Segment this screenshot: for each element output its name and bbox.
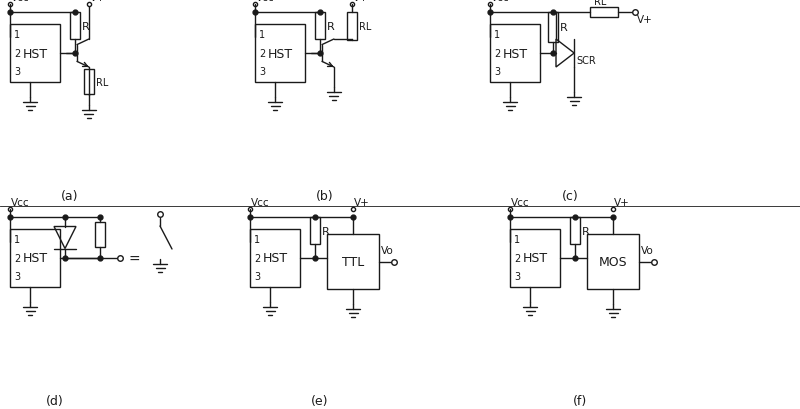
Text: Vcc: Vcc xyxy=(511,198,530,207)
Text: (c): (c) xyxy=(562,189,578,202)
Bar xyxy=(95,222,105,247)
Bar xyxy=(587,234,639,289)
Text: (d): (d) xyxy=(46,394,64,407)
Text: HST: HST xyxy=(22,47,47,61)
Bar xyxy=(548,13,558,43)
Text: HST: HST xyxy=(502,47,527,61)
Text: R: R xyxy=(560,23,568,33)
Text: MOS: MOS xyxy=(598,255,627,268)
Bar xyxy=(570,218,580,245)
Bar xyxy=(590,8,618,18)
Text: V+: V+ xyxy=(614,198,630,207)
Text: 2: 2 xyxy=(254,254,260,263)
Text: 2: 2 xyxy=(14,254,20,263)
Text: 3: 3 xyxy=(254,271,260,281)
Text: R: R xyxy=(582,227,590,236)
Bar xyxy=(10,25,60,83)
Text: 2: 2 xyxy=(494,49,500,59)
Text: 2: 2 xyxy=(14,49,20,59)
Text: Vcc: Vcc xyxy=(11,198,30,207)
Text: 3: 3 xyxy=(494,67,500,77)
Bar xyxy=(10,229,60,287)
Text: Vo: Vo xyxy=(641,246,654,256)
Text: V+: V+ xyxy=(637,15,653,25)
Bar xyxy=(84,70,94,95)
Text: 1: 1 xyxy=(494,30,500,40)
Text: (a): (a) xyxy=(62,189,78,202)
Bar xyxy=(490,25,540,83)
Text: V+: V+ xyxy=(354,198,370,207)
Bar xyxy=(255,25,305,83)
Text: Vcc: Vcc xyxy=(251,198,270,207)
Text: 2: 2 xyxy=(514,254,520,263)
Bar xyxy=(347,13,357,41)
Text: R: R xyxy=(327,21,334,31)
Text: 3: 3 xyxy=(14,67,20,77)
Text: 3: 3 xyxy=(259,67,265,77)
Text: Vcc: Vcc xyxy=(491,0,510,3)
Text: R: R xyxy=(82,21,90,31)
Text: =: = xyxy=(128,252,140,266)
Text: (f): (f) xyxy=(573,394,587,407)
Bar xyxy=(70,13,80,40)
Text: HST: HST xyxy=(267,47,293,61)
Text: 1: 1 xyxy=(14,234,20,245)
Text: 1: 1 xyxy=(259,30,265,40)
Bar xyxy=(510,229,560,287)
Text: (e): (e) xyxy=(311,394,329,407)
Text: 3: 3 xyxy=(514,271,520,281)
Bar xyxy=(327,234,379,289)
Text: Vcc: Vcc xyxy=(256,0,274,3)
Text: HST: HST xyxy=(22,252,47,265)
Text: Vo: Vo xyxy=(381,246,394,256)
Bar xyxy=(250,229,300,287)
Text: HST: HST xyxy=(522,252,547,265)
Text: HST: HST xyxy=(262,252,287,265)
Text: Vcc: Vcc xyxy=(11,0,30,3)
Text: 3: 3 xyxy=(14,271,20,281)
Bar xyxy=(315,13,325,40)
Text: TTL: TTL xyxy=(342,255,364,268)
Text: 1: 1 xyxy=(14,30,20,40)
Text: V+: V+ xyxy=(90,0,106,3)
Text: 1: 1 xyxy=(254,234,260,245)
Text: V+: V+ xyxy=(353,0,369,3)
Text: RL: RL xyxy=(359,22,371,32)
Text: R: R xyxy=(322,227,330,236)
Text: 1: 1 xyxy=(514,234,520,245)
Text: SCR: SCR xyxy=(576,56,596,66)
Text: (b): (b) xyxy=(316,189,334,202)
Text: RL: RL xyxy=(96,78,108,88)
Text: 2: 2 xyxy=(259,49,266,59)
Bar xyxy=(310,218,320,245)
Text: RL: RL xyxy=(594,0,606,7)
